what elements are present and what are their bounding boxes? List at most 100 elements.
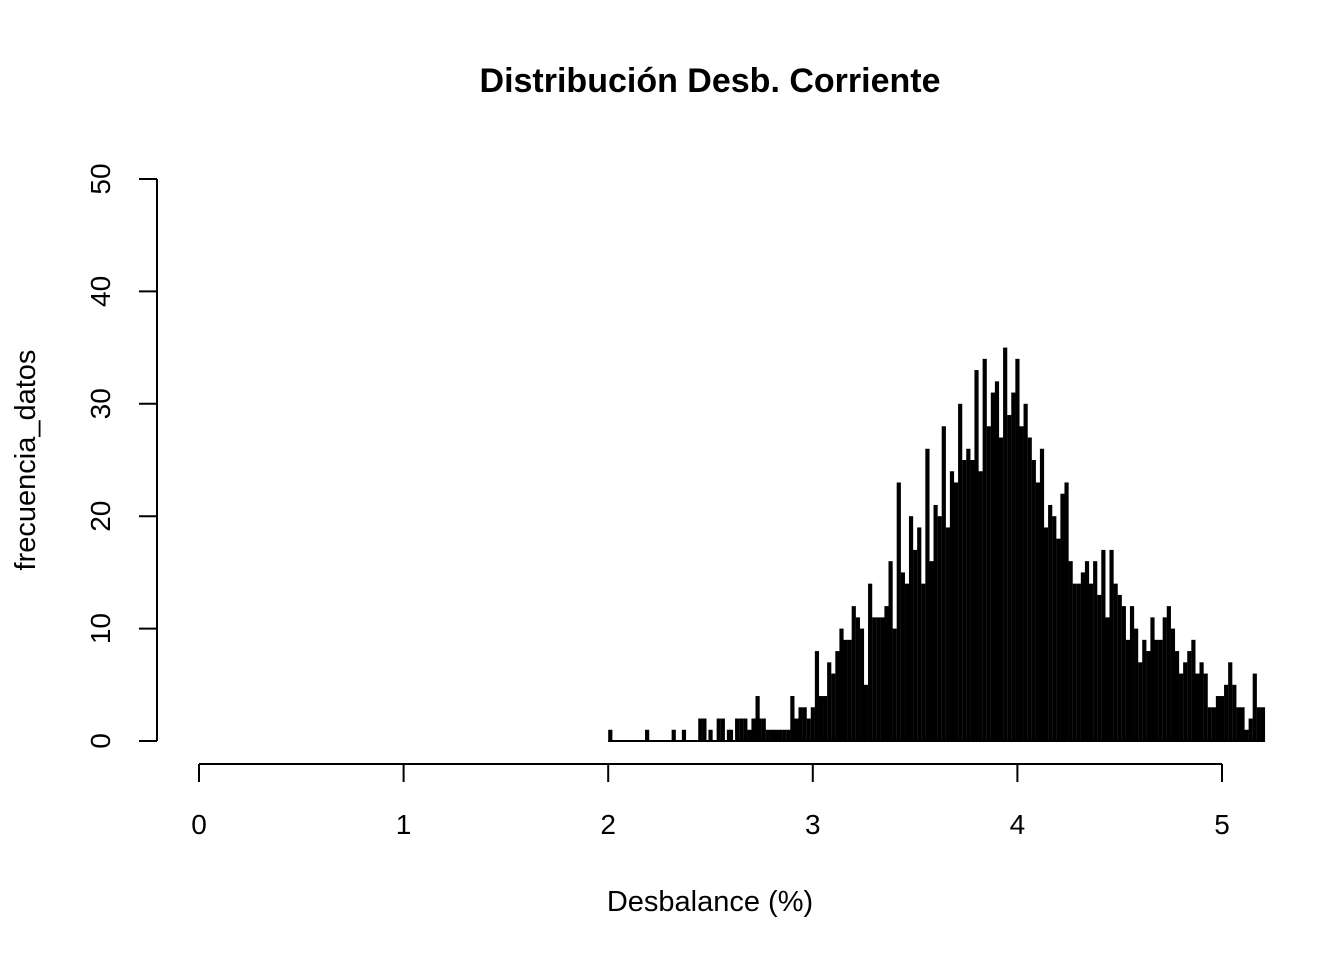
histogram-bar	[990, 392, 995, 741]
histogram-bar	[949, 471, 955, 741]
histogram-bar	[716, 718, 721, 741]
histogram-bar	[908, 516, 914, 741]
histogram-bar	[941, 426, 946, 741]
histogram-bar	[839, 628, 844, 741]
histogram-bar	[998, 437, 1004, 741]
histogram-bar	[937, 516, 942, 741]
histogram-bar	[1093, 561, 1098, 741]
histogram-bar	[884, 606, 889, 741]
y-axis: 0 10 20 30 40 50	[85, 163, 158, 749]
histogram-bar	[1121, 606, 1126, 741]
histogram-bar	[1174, 651, 1180, 741]
histogram-bar	[1138, 662, 1143, 741]
x-tick-label: 3	[805, 809, 821, 840]
histogram-bar	[671, 729, 676, 741]
histogram-bar	[806, 718, 811, 741]
histogram-bar	[925, 448, 930, 741]
histogram-bar	[1170, 628, 1176, 741]
histogram-bar	[851, 606, 856, 741]
histogram-bar	[1183, 662, 1188, 741]
histogram-bar	[921, 583, 926, 741]
histogram-bar	[1187, 651, 1192, 741]
histogram-bar	[818, 696, 824, 741]
histogram-bar	[1195, 673, 1200, 741]
histogram-bar	[1007, 415, 1012, 741]
chart-title: Distribución Desb. Corriente	[480, 62, 941, 100]
histogram-bar	[970, 460, 975, 741]
x-tick-label: 4	[1010, 809, 1026, 840]
histogram-bar	[896, 482, 901, 741]
histogram-bar	[986, 426, 991, 741]
x-axis-label: Desbalance (%)	[607, 886, 813, 918]
histogram-bar	[1113, 583, 1118, 741]
histogram-bar	[681, 729, 687, 741]
histogram-bar	[1215, 696, 1221, 741]
histogram-bar	[1015, 358, 1020, 741]
histogram-bar	[1068, 561, 1073, 741]
histogram-bar	[757, 718, 762, 741]
histogram-bar	[880, 617, 885, 741]
histogram-bar	[751, 718, 756, 741]
y-axis-label: frecuencia_datos	[10, 350, 42, 571]
histogram-bar	[904, 583, 910, 741]
histogram-bar	[608, 729, 613, 741]
histogram-bar	[929, 561, 934, 741]
histogram-bar	[933, 504, 938, 741]
x-tick-label: 5	[1214, 809, 1230, 840]
histogram-bar	[1232, 684, 1237, 741]
histogram-bar	[698, 718, 703, 741]
histogram-bar	[823, 696, 828, 741]
histogram-bar	[1003, 347, 1008, 741]
histogram-bar	[974, 370, 979, 741]
histogram-bar	[876, 617, 881, 741]
histogram-bar	[913, 549, 918, 741]
histogram-bar	[778, 729, 783, 741]
histogram-bar	[1035, 482, 1040, 741]
histogram-bar	[831, 673, 836, 741]
histogram-bar	[1179, 673, 1184, 741]
histogram-bar	[645, 729, 650, 741]
histogram-bar	[1048, 504, 1053, 741]
bars-group	[608, 347, 1266, 742]
histogram-bar	[917, 527, 922, 741]
histogram-bar	[1084, 561, 1090, 741]
histogram-bar	[1060, 493, 1065, 741]
histogram-bar	[1039, 448, 1045, 741]
histogram-bar	[1240, 707, 1245, 741]
histogram-bar	[1089, 583, 1094, 741]
histogram-bar	[1019, 426, 1024, 741]
histogram-bar	[1072, 583, 1077, 741]
histogram-bar	[761, 718, 766, 741]
histogram-bar	[1199, 662, 1204, 741]
histogram-bar	[782, 729, 787, 741]
histogram-bar	[1031, 460, 1036, 741]
histogram-bar	[810, 707, 815, 741]
histogram-bar	[958, 403, 963, 741]
histogram-bar	[728, 729, 734, 741]
histogram-bar	[814, 651, 820, 741]
histogram-bar	[945, 527, 950, 741]
histogram-bar	[872, 617, 877, 741]
histogram-bar	[966, 448, 971, 741]
histogram-bar	[735, 718, 740, 741]
histogram-bar	[1244, 729, 1249, 741]
histogram-bar	[1125, 639, 1131, 741]
histogram-bar	[1252, 673, 1257, 741]
histogram-bar	[1134, 628, 1139, 741]
histogram-bar	[827, 662, 832, 741]
histogram-bar	[1052, 516, 1057, 741]
histogram-bar	[1109, 549, 1114, 741]
histogram-bar	[1203, 673, 1208, 741]
histogram-bar	[982, 358, 987, 741]
histogram-bar	[769, 729, 775, 741]
histogram-bar	[953, 482, 959, 741]
histogram-bar	[1228, 662, 1233, 741]
histogram-bar	[1105, 617, 1110, 741]
histogram-bar	[773, 729, 779, 741]
histogram-bar	[739, 718, 744, 741]
histogram-bar	[1166, 606, 1171, 741]
histogram-bar	[802, 707, 807, 741]
histogram-bar	[786, 729, 791, 741]
y-tick-label: 40	[85, 276, 116, 307]
histogram-bar	[1056, 538, 1061, 741]
